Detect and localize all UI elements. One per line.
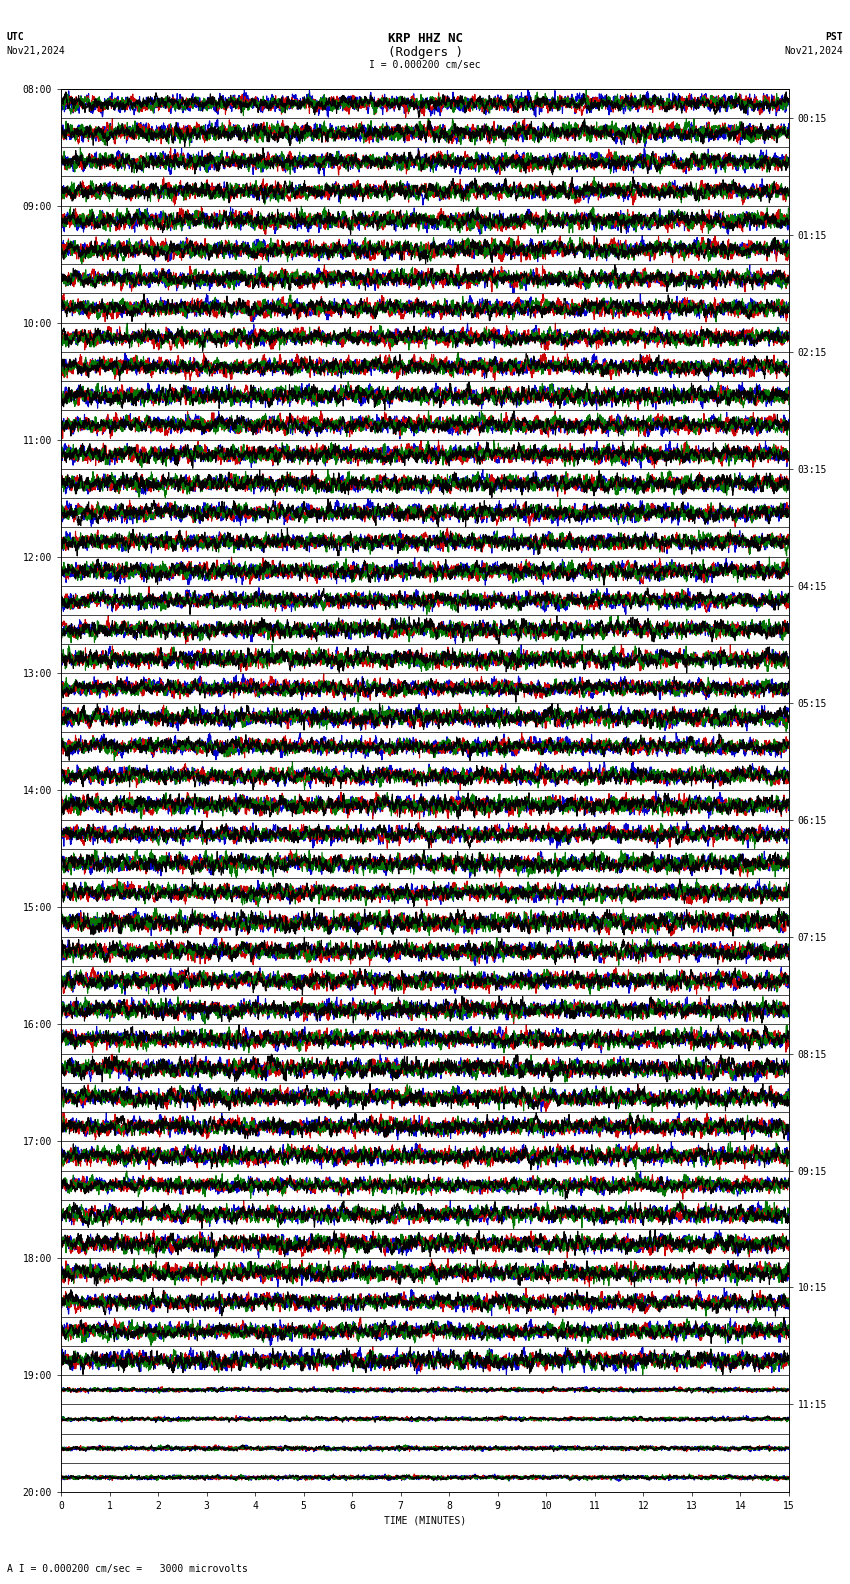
Text: KRP HHZ NC: KRP HHZ NC — [388, 32, 462, 44]
Text: I = 0.000200 cm/sec: I = 0.000200 cm/sec — [369, 60, 481, 70]
Text: UTC: UTC — [7, 32, 25, 41]
Text: A I = 0.000200 cm/sec =   3000 microvolts: A I = 0.000200 cm/sec = 3000 microvolts — [7, 1565, 247, 1574]
Text: Nov21,2024: Nov21,2024 — [7, 46, 65, 55]
Text: (Rodgers ): (Rodgers ) — [388, 46, 462, 59]
X-axis label: TIME (MINUTES): TIME (MINUTES) — [384, 1516, 466, 1525]
Text: PST: PST — [825, 32, 843, 41]
Text: Nov21,2024: Nov21,2024 — [785, 46, 843, 55]
